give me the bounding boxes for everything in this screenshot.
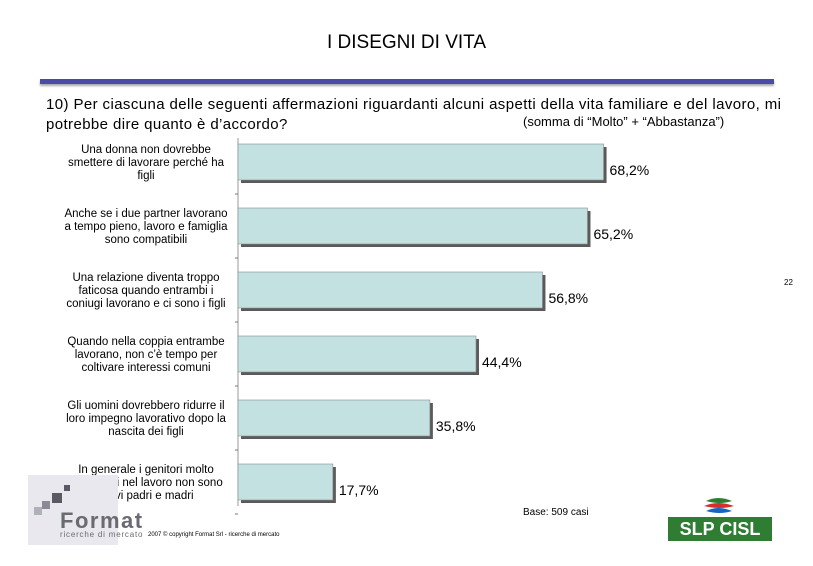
- category-label-line: Gli uomini dovrebbero ridurre il: [67, 400, 224, 412]
- bar-value-label: 68,2%: [610, 162, 650, 178]
- category-label-line: smettere di lavorare perché ha: [68, 157, 225, 169]
- category-label-line: figli: [137, 170, 154, 182]
- bar: [237, 271, 543, 309]
- category-label: Quando nella coppia entrambe lavorano, no…: [67, 336, 224, 374]
- category-label-line: nascita dei figli: [108, 426, 183, 438]
- copyright-note: 2007 © copyright Format Srl - ricerche d…: [148, 532, 280, 538]
- chart-subnote: (somma di “Molto” + “Abbastanza”): [523, 114, 725, 129]
- category-label-line: coltivare interessi comuni: [81, 362, 210, 374]
- category-label: Una relazione diventa troppo faticosa qua…: [66, 272, 225, 310]
- bar: [237, 399, 431, 437]
- category-label-line: faticosa quando entrambi i: [79, 285, 214, 297]
- category-label-line: coniugi lavorano e ci sono i figli: [66, 298, 225, 310]
- category-label-line: bravi padri e madri: [98, 490, 193, 502]
- survey-question: 10) Per ciascuna delle seguenti affermaz…: [46, 96, 782, 133]
- page-title: I DISEGNI DI VITA: [326, 32, 487, 53]
- bar-value-label: 35,8%: [436, 418, 476, 434]
- category-label-line: a tempo pieno, lavoro e famiglia: [64, 221, 228, 233]
- bar: [237, 335, 477, 373]
- format-logo-word: Format: [60, 508, 144, 533]
- category-label-line: Una donna non dovrebbe: [81, 144, 211, 156]
- title-divider: [40, 79, 774, 84]
- bar: [237, 463, 334, 501]
- category-label-line: Quando nella coppia entrambe: [67, 336, 224, 348]
- bar: [237, 143, 604, 181]
- category-label: Gli uomini dovrebbero ridurre il loro imp…: [66, 400, 226, 438]
- category-label-line: loro impegno lavorativo dopo la: [66, 413, 226, 425]
- base-note: Base: 509 casi: [523, 507, 589, 518]
- bar-value-label: 56,8%: [548, 290, 588, 306]
- bar-value-label: 65,2%: [593, 226, 633, 242]
- category-label-line: Anche se i due partner lavorano: [64, 208, 227, 220]
- category-label: Anche se i due partner lavorano a tempo p…: [64, 208, 228, 246]
- category-label-line: lavorano, non c’è tempo per: [75, 349, 218, 361]
- slp-logo-text: SLP CISL: [679, 519, 761, 539]
- category-label-line: sono compatibili: [105, 234, 187, 246]
- category-label-line: In generale i genitori molto: [78, 464, 214, 476]
- page-number: 22: [784, 278, 793, 287]
- bar-value-label: 44,4%: [482, 354, 522, 370]
- bar-value-label: 17,7%: [339, 482, 379, 498]
- category-label-line: Una relazione diventa troppo: [72, 272, 219, 284]
- slp-cisl-logo-icon: [668, 498, 772, 541]
- format-logo-icon: [28, 475, 118, 545]
- category-label: Una donna non dovrebbe smettere di lavora…: [68, 144, 225, 182]
- format-logo-sub: ricerche di mercato: [60, 530, 144, 539]
- bar: [237, 207, 588, 245]
